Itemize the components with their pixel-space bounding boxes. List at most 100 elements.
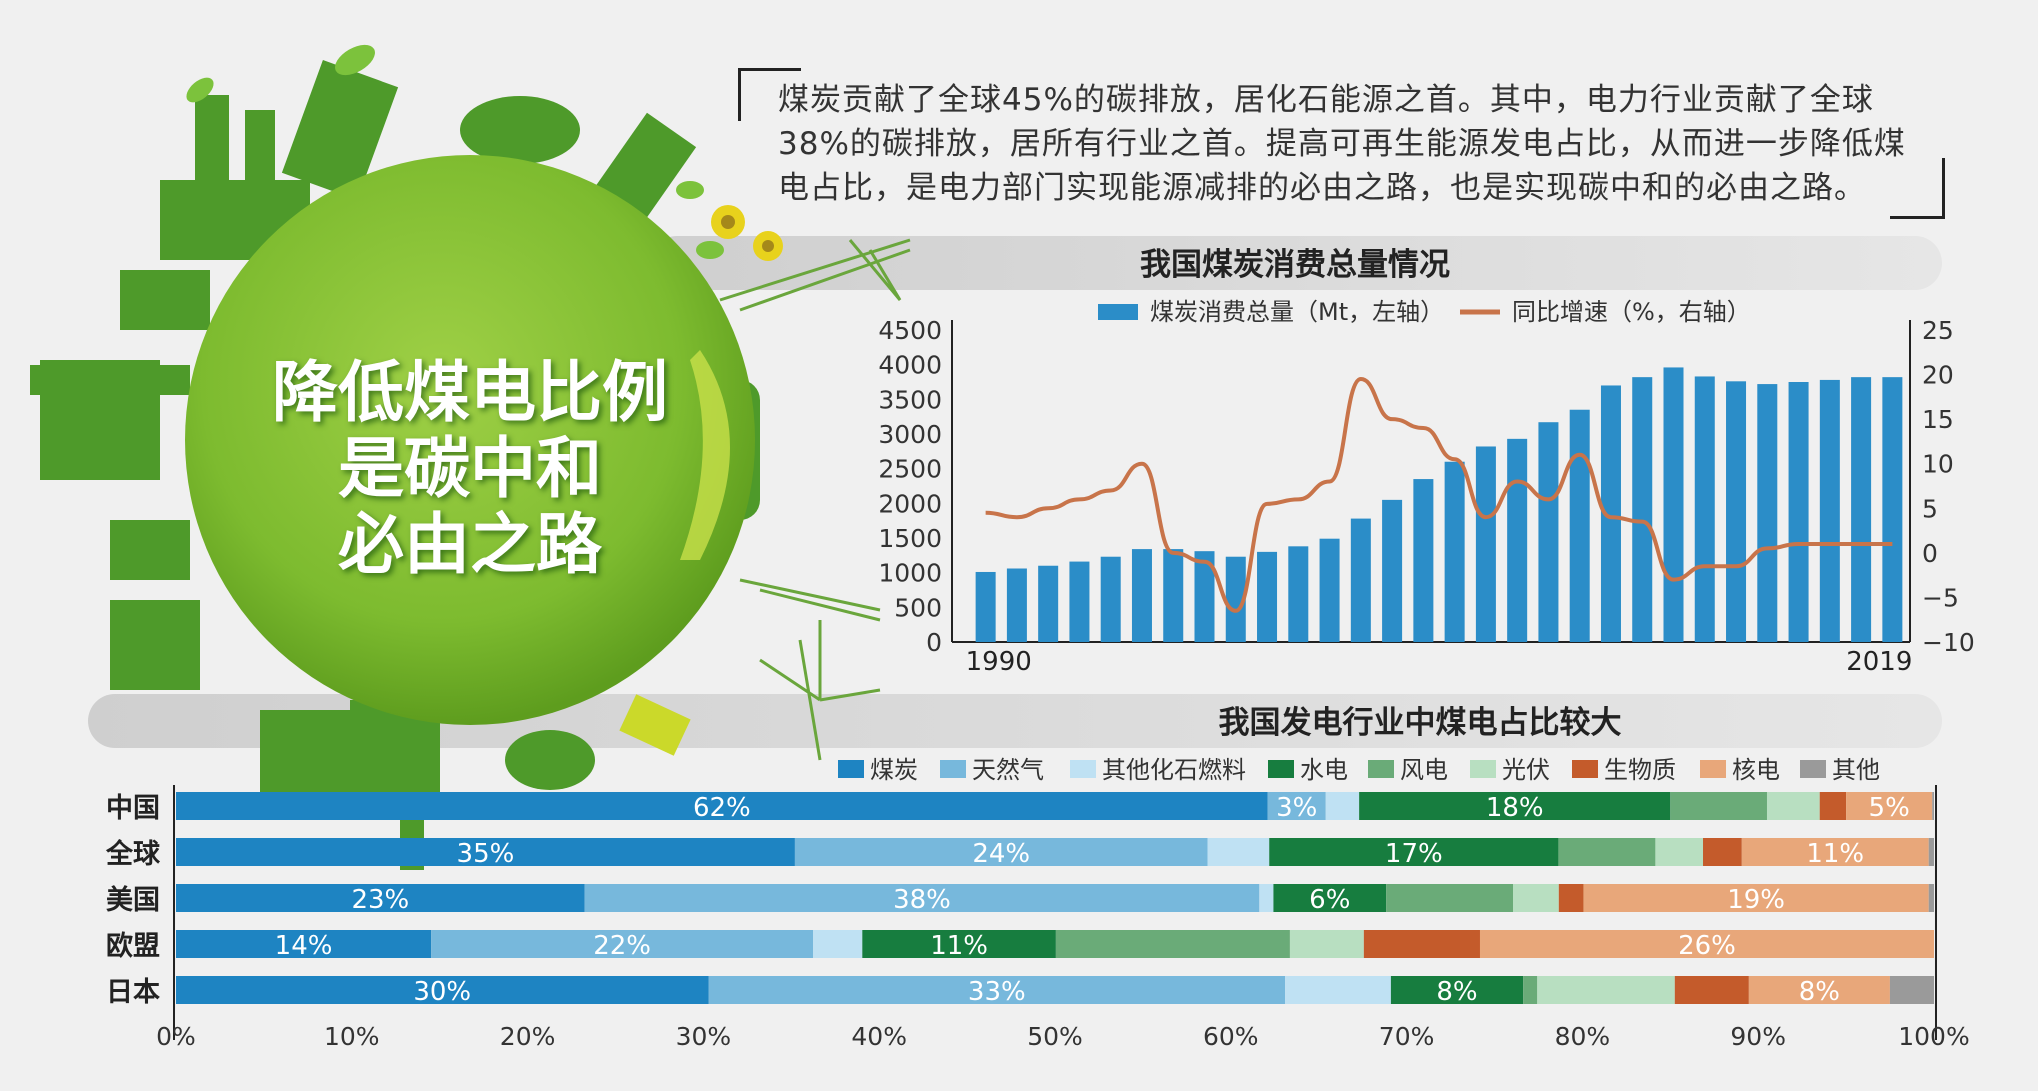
y-right-tick-label: 25 [1922, 316, 1954, 345]
x-tick-label: 40% [851, 1022, 907, 1051]
row-label: 全球 [105, 838, 161, 870]
y-left-tick-label: 0 [926, 628, 942, 657]
segment-label: 11% [1806, 839, 1864, 869]
y-left-tick-label: 1000 [878, 559, 942, 588]
y-left-tick-label: 2000 [878, 489, 942, 518]
segment-核电 [1479, 930, 1934, 958]
segment-label: 17% [1385, 839, 1443, 869]
y-left-tick-label: 4000 [878, 351, 942, 380]
segment-水电 [1273, 884, 1387, 912]
chart2-title: 我国发电行业中煤电占比较大 [1219, 705, 1622, 741]
intro-text: 煤炭贡献了全球45%的碳排放，居化石能源之首。其中，电力行业贡献了全球38%的碳… [778, 82, 1906, 206]
coal-consumption-bar [975, 571, 996, 642]
segment-天然气 [431, 930, 814, 958]
segment-光伏 [1512, 884, 1559, 912]
legend-swatch-2 [1070, 760, 1096, 778]
segment-生物质 [1363, 930, 1480, 958]
quote-mark-close [1890, 158, 1945, 219]
x-tick-label: 20% [500, 1022, 556, 1051]
segment-其他化石燃料 [1207, 838, 1270, 866]
x-tick-label: 50% [1027, 1022, 1083, 1051]
segment-煤炭 [176, 976, 709, 1004]
segment-label: 19% [1727, 885, 1785, 915]
coal-consumption-bar [1006, 568, 1027, 642]
segment-光伏 [1766, 792, 1820, 820]
coal-consumption-bar [1632, 377, 1653, 642]
legend-swatch-8 [1800, 760, 1826, 778]
segment-label: 30% [413, 977, 471, 1007]
segment-水电 [862, 930, 1056, 958]
coal-consumption-bar [1600, 385, 1621, 642]
legend-label-growth-rate: 同比增速（%，右轴） [1512, 298, 1751, 326]
y-right-tick-label: 15 [1922, 405, 1954, 434]
title-band-top [650, 236, 1942, 290]
solar-panel-icon [619, 694, 691, 756]
segment-label: 38% [893, 885, 951, 915]
segment-光伏 [1289, 930, 1364, 958]
segment-其他 [1889, 976, 1934, 1004]
globe [185, 155, 755, 725]
legend-swatch-0 [838, 760, 864, 778]
pylon-icons [719, 238, 911, 761]
legend-label-coal-consumption: 煤炭消费总量（Mt，左轴） [1150, 298, 1444, 326]
y-left-tick-label: 3500 [878, 385, 942, 414]
y-right-tick-label: 20 [1922, 361, 1954, 390]
legend-swatch-5 [1470, 760, 1496, 778]
sunflower-icons [711, 205, 783, 261]
coal-consumption-bar [1475, 446, 1496, 642]
hero-line-3: 必由之路 [338, 506, 602, 583]
segment-煤炭 [176, 884, 585, 912]
segment-风电 [1386, 884, 1513, 912]
segment-label: 3% [1276, 793, 1317, 823]
segment-label: 24% [972, 839, 1030, 869]
segment-label: 8% [1799, 977, 1840, 1007]
coal-consumption-bar [1788, 382, 1809, 642]
segment-天然气 [794, 838, 1208, 866]
x-tick-label: 90% [1730, 1022, 1786, 1051]
coal-consumption-bar [1507, 438, 1528, 642]
segment-核电 [1741, 838, 1929, 866]
coal-consumption-bar [1413, 479, 1434, 642]
segment-生物质 [1703, 838, 1742, 866]
y-left-tick-label: 3000 [878, 420, 942, 449]
segment-光伏 [1537, 976, 1675, 1004]
coal-consumption-bar [1194, 551, 1215, 642]
segment-其他化石燃料 [813, 930, 863, 958]
row-label: 欧盟 [106, 931, 160, 962]
growth-rate-line [985, 377, 1893, 613]
hero-line-1: 降低煤电比例 [272, 354, 668, 431]
y-right-tick-label: 5 [1922, 494, 1938, 523]
legend-swatch-1 [940, 760, 966, 778]
segment-label: 5% [1869, 793, 1910, 823]
segment-label: 62% [693, 793, 751, 823]
segment-风电 [1055, 930, 1290, 958]
segment-光伏 [1655, 838, 1704, 866]
segment-核电 [1846, 792, 1933, 820]
coal-consumption-bar [1069, 561, 1090, 642]
legend-label-1: 天然气 [972, 756, 1044, 784]
legend-label-3: 水电 [1300, 756, 1348, 784]
segment-label: 35% [457, 839, 515, 869]
legend-swatch-7 [1700, 760, 1726, 778]
segment-生物质 [1819, 792, 1847, 820]
legend-label-4: 风电 [1400, 756, 1448, 784]
segment-生物质 [1674, 976, 1749, 1004]
segment-label: 6% [1309, 885, 1350, 915]
y-left-tick-label: 4500 [878, 316, 942, 345]
y-left-tick-label: 500 [894, 593, 942, 622]
hero-line-2: 是碳中和 [338, 430, 602, 507]
coal-consumption-bar [1131, 549, 1152, 642]
segment-煤炭 [176, 930, 432, 958]
coal-consumption-bar [1038, 565, 1059, 642]
globe-highlight [680, 350, 730, 560]
segment-天然气 [584, 884, 1260, 912]
row-label: 美国 [106, 884, 160, 916]
coal-consumption-bar [1225, 556, 1246, 642]
segment-其他化石燃料 [1285, 976, 1391, 1004]
x-label-start: 1990 [966, 647, 1032, 677]
legend-label-0: 煤炭 [870, 756, 918, 784]
x-tick-label: 70% [1379, 1022, 1435, 1051]
segment-水电 [1269, 838, 1559, 866]
coal-consumption-bar [1757, 384, 1778, 642]
